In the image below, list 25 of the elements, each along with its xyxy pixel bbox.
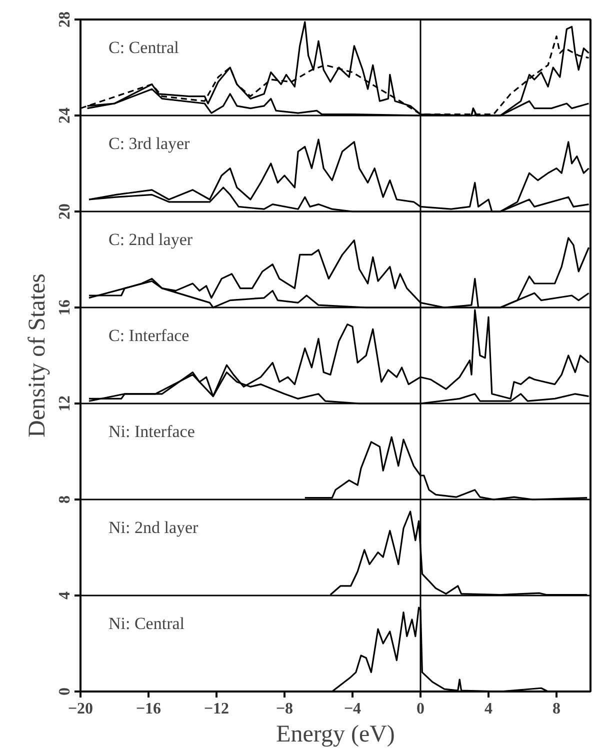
annotation: C: 3rd layer <box>108 134 190 153</box>
y-tick-label: 12 <box>56 396 74 412</box>
y-tick-label: 0 <box>56 688 74 696</box>
x-axis-title: Energy (eV) <box>276 722 395 748</box>
x-tick-label: −12 <box>204 700 230 718</box>
x-tick-label: −8 <box>276 700 294 718</box>
y-tick-label: 28 <box>56 12 74 28</box>
y-tick-label: 4 <box>56 592 74 600</box>
y-tick-label: 24 <box>56 108 74 124</box>
annotation: C: 2nd layer <box>108 230 193 249</box>
y-tick-label: 8 <box>56 496 74 504</box>
x-tick-label: −20 <box>68 700 94 718</box>
annotation: Ni: Interface <box>108 422 195 441</box>
annotation: Ni: Central <box>108 614 185 633</box>
x-tick-label: 0 <box>416 700 424 718</box>
annotation: Ni: 2nd layer <box>108 518 199 537</box>
x-tick-label: −4 <box>344 700 362 718</box>
annotation: C: Central <box>108 38 180 57</box>
x-tick-label: 8 <box>552 700 560 718</box>
y-tick-label: 16 <box>56 300 74 316</box>
annotation: C: Interface <box>108 326 190 345</box>
x-tick-label: −16 <box>136 700 162 718</box>
y-axis-title: Density of States <box>24 274 50 438</box>
x-tick-label: 4 <box>484 700 492 718</box>
y-tick-label: 20 <box>56 204 74 220</box>
